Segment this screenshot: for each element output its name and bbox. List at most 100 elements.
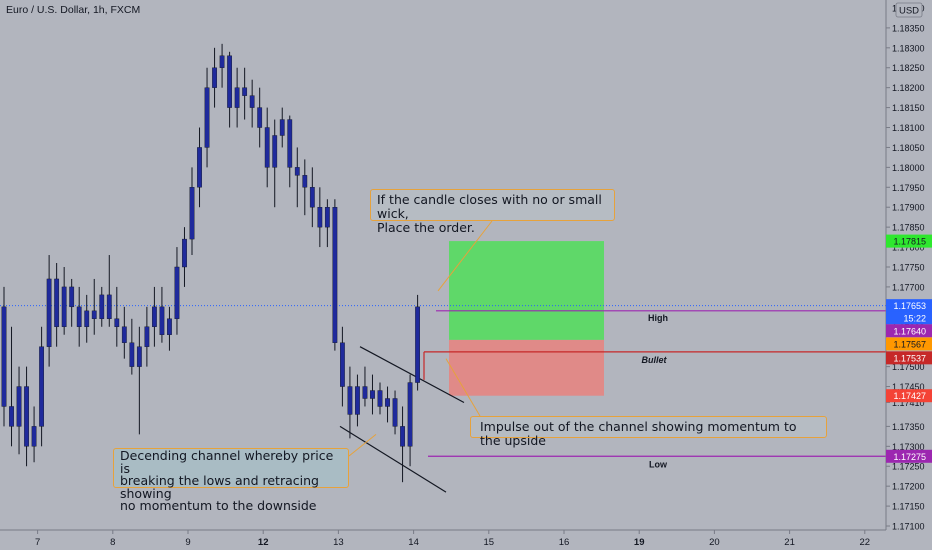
price-tick-label: 1.17700 xyxy=(892,282,925,292)
price-axis-label: 1.17567 xyxy=(893,339,926,349)
candle-body xyxy=(340,342,345,387)
price-tick-label: 1.17500 xyxy=(892,362,925,372)
time-tick-label: 7 xyxy=(35,537,40,548)
time-tick-label: 9 xyxy=(185,537,190,548)
time-tick-label: 12 xyxy=(258,537,269,548)
time-tick-label: 15 xyxy=(484,537,495,548)
time-tick-label: 14 xyxy=(408,537,419,548)
price-tick-label: 1.17350 xyxy=(892,422,925,432)
price-tick-label: 1.18100 xyxy=(892,123,925,133)
candle-body xyxy=(91,310,97,319)
candle-body xyxy=(204,87,210,148)
candle-body xyxy=(257,107,263,128)
time-tick-label: 13 xyxy=(333,537,344,548)
price-tick-label: 1.17850 xyxy=(892,223,925,233)
price-tick-label: 1.17200 xyxy=(892,482,925,492)
time-tick-label: 16 xyxy=(559,537,570,548)
channel-upper-line[interactable] xyxy=(359,346,465,404)
candle-body xyxy=(309,187,315,208)
loss-zone[interactable] xyxy=(449,339,604,396)
price-tick-label: 1.17410 xyxy=(892,398,925,408)
order-callout: If the candle closes with no or small wi… xyxy=(370,189,615,235)
price-tick-label: 1.17900 xyxy=(892,203,925,213)
impulse-callout: Impulse out of the channel showing momen… xyxy=(470,416,827,448)
price-tick-label: 1.18200 xyxy=(892,83,925,93)
candle-body xyxy=(61,286,67,327)
time-tick-label: 22 xyxy=(860,537,871,548)
candle-body xyxy=(129,342,135,367)
price-tick-label: 1.18150 xyxy=(892,103,925,113)
candle-body xyxy=(347,386,353,415)
candle-body xyxy=(1,306,7,407)
candle-body xyxy=(54,278,60,327)
time-tick-label: 19 xyxy=(634,537,645,548)
candle-body xyxy=(264,127,270,168)
impulse-callout-pointer xyxy=(445,358,481,417)
candle-body xyxy=(234,87,240,108)
candle-body xyxy=(197,147,202,188)
channel-lower-line[interactable] xyxy=(339,425,447,493)
candle-body xyxy=(362,386,368,399)
high-level-label: High xyxy=(648,313,668,323)
candle-body xyxy=(46,278,52,347)
candle-body xyxy=(407,382,413,447)
bullet-level-label: Bullet xyxy=(641,355,667,365)
low-level-label: Low xyxy=(649,459,668,469)
candle-body xyxy=(324,207,330,228)
candle-body xyxy=(332,207,338,343)
candle-body xyxy=(242,87,248,96)
price-axis-label-bg xyxy=(886,299,932,313)
price-tick-label: 1.18300 xyxy=(892,43,925,53)
price-axis-label-bg xyxy=(886,389,932,403)
candle-body xyxy=(9,406,14,427)
candle-body xyxy=(212,67,217,88)
price-axis-label-bg xyxy=(886,337,932,351)
price-tick-label: 1.17750 xyxy=(892,262,925,272)
candle-body xyxy=(76,306,82,327)
candle-body xyxy=(302,175,308,188)
candle-body xyxy=(415,306,420,383)
price-axis-label: 1.17537 xyxy=(893,353,926,363)
price-tick-label: 1.18050 xyxy=(892,143,925,153)
price-tick-label: 1.17150 xyxy=(892,502,925,512)
candle-body xyxy=(144,326,150,347)
candle-body xyxy=(182,238,187,268)
price-axis-label-bg xyxy=(886,324,932,338)
price-axis-label: 1.17653 xyxy=(893,301,926,311)
price-axis-background[interactable] xyxy=(886,0,932,530)
time-tick-label: 20 xyxy=(709,537,720,548)
candle-body xyxy=(167,318,172,335)
price-tick-label: 1.18250 xyxy=(892,63,925,73)
candle-body xyxy=(287,119,293,168)
price-tick-label: 1.17450 xyxy=(892,382,925,392)
candle-body xyxy=(317,207,323,228)
profit-zone[interactable] xyxy=(449,241,604,340)
price-tick-label: 1.17950 xyxy=(892,183,925,193)
price-axis-label-bg xyxy=(886,234,932,248)
price-tick-label: 1.17300 xyxy=(892,442,925,452)
candle-body xyxy=(99,294,105,319)
price-tick-label: 1.18350 xyxy=(892,23,925,33)
candle-body xyxy=(392,398,398,427)
price-tick-label: 1.18000 xyxy=(892,163,925,173)
currency-button[interactable] xyxy=(895,2,923,18)
candle-body xyxy=(272,135,278,168)
candle-body xyxy=(400,426,405,447)
channel-callout: Decending channel whereby price is break… xyxy=(113,448,349,512)
candle-body xyxy=(159,306,165,335)
price-axis-label-bg xyxy=(886,449,932,463)
candle-body xyxy=(69,286,75,308)
symbol-title: Euro / U.S. Dollar, 1h, FXCM xyxy=(6,4,140,16)
candle-body xyxy=(219,55,225,68)
candle-body xyxy=(121,326,127,343)
price-axis-label: 1.17427 xyxy=(893,391,926,401)
price-axis-label-bg xyxy=(886,351,932,365)
candle-body xyxy=(355,386,360,415)
candle-body xyxy=(174,266,180,319)
price-tick-label: 1.17100 xyxy=(892,522,925,532)
candle-body xyxy=(279,119,285,136)
candle-body xyxy=(370,390,375,399)
price-axis-label: 15:22 xyxy=(903,313,926,323)
time-tick-label: 21 xyxy=(784,537,795,548)
candle-body xyxy=(227,55,232,108)
